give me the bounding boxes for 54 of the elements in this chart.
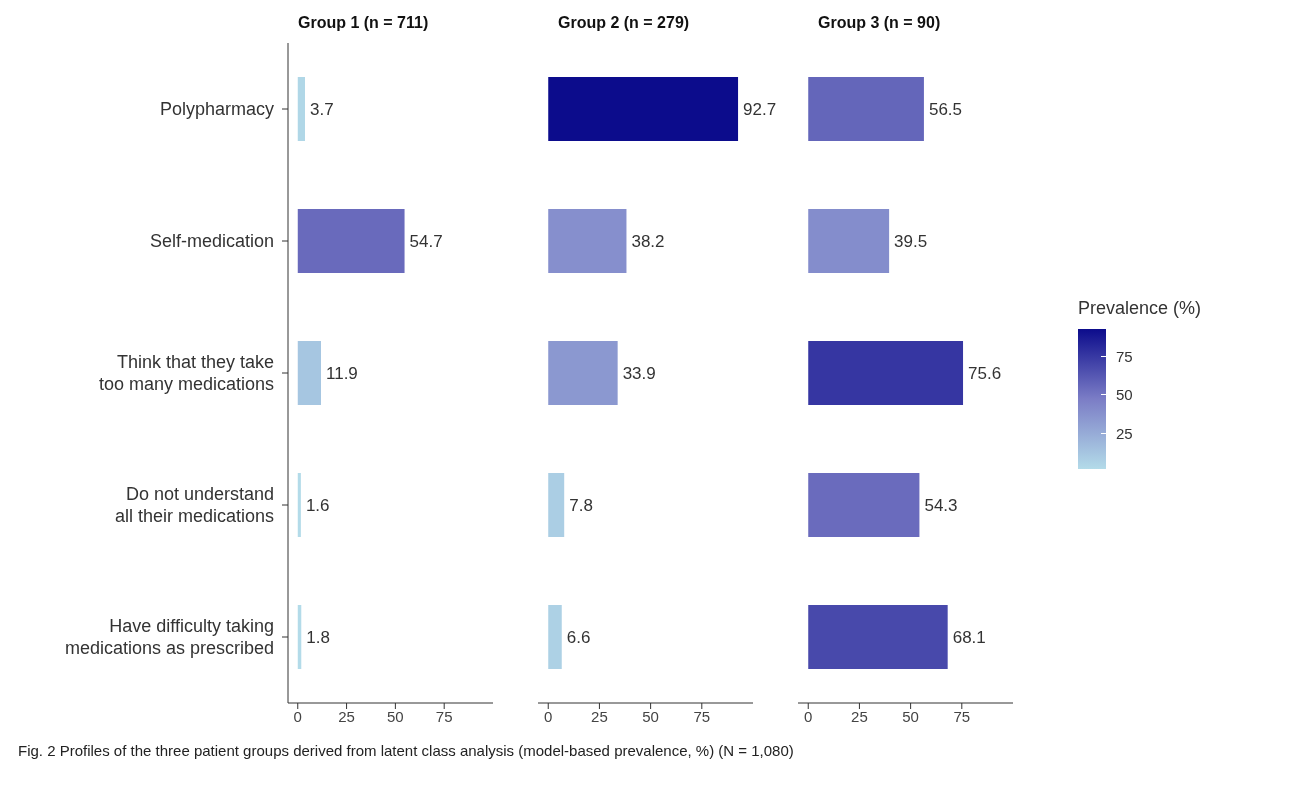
bar [548,605,562,669]
bar [808,77,924,141]
caption: Fig. 2 Profiles of the three patient groups derived from latent class analysis (model-based prevalence, %) (N = 1,080) [18,742,795,759]
data-label: 56.5 [928,100,963,120]
chart-title: Group 3 (n = 90) [818,13,942,33]
bar [297,77,305,141]
data-label: 75.6 [968,364,1002,384]
y-tick-label: Self-medication [149,231,274,251]
x-tick-label: 75 [693,707,711,725]
x-tick-label: 0 [293,707,302,725]
bar [297,473,301,537]
data-label: 54.3 [924,496,958,516]
x-tick-label: 25 [591,707,608,725]
x-tick-label: 75 [435,707,453,725]
bar [297,341,321,405]
x-tick-label: 50 [642,707,659,725]
chart-title: Group 2 (n = 279) [558,13,691,33]
bar [548,77,739,141]
x-tick-label: 25 [851,707,868,725]
data-label: 68.1 [952,628,986,648]
x-tick-label: 25 [338,707,355,725]
bar [548,341,618,405]
bar [548,473,565,537]
bar [808,341,964,405]
data-label: 38.2 [631,232,665,252]
data-label: 33.9 [622,364,656,384]
bar [548,209,627,273]
data-label: 54.7 [409,232,443,252]
bar [297,209,405,273]
x-tick-label: 75 [953,707,971,725]
y-tick-label: Polypharmacy [159,99,274,119]
data-label: 39.5 [894,232,928,252]
bar [808,209,890,273]
y-tick-label: Do not understand all their medications [114,484,274,526]
y-tick-label: Think that they take too many medications [98,352,274,394]
data-label: 3.7 [309,100,334,120]
data-label: 1.8 [306,628,330,648]
bar [808,605,948,669]
x-tick-label: 0 [804,707,813,725]
x-tick-label: 50 [902,707,919,725]
bar [808,473,920,537]
data-label: 11.9 [326,364,358,384]
color-bar-label: 50 [1116,386,1133,404]
x-tick-label: 50 [387,707,404,725]
data-label: 6.6 [566,628,591,648]
data-label: 7.8 [569,496,593,516]
color-bar-label: 75 [1116,347,1133,365]
x-tick-label: 0 [544,707,553,725]
color-bar-label: 25 [1116,424,1133,442]
y-tick-label: Have difficulty taking medications as prescribed [64,616,274,658]
data-label: 92.7 [743,100,777,120]
color-bar-title: Prevalence (%) [1078,298,1202,319]
chart-title: Group 1 (n = 711) [298,13,430,33]
data-label: 1.6 [305,496,330,516]
